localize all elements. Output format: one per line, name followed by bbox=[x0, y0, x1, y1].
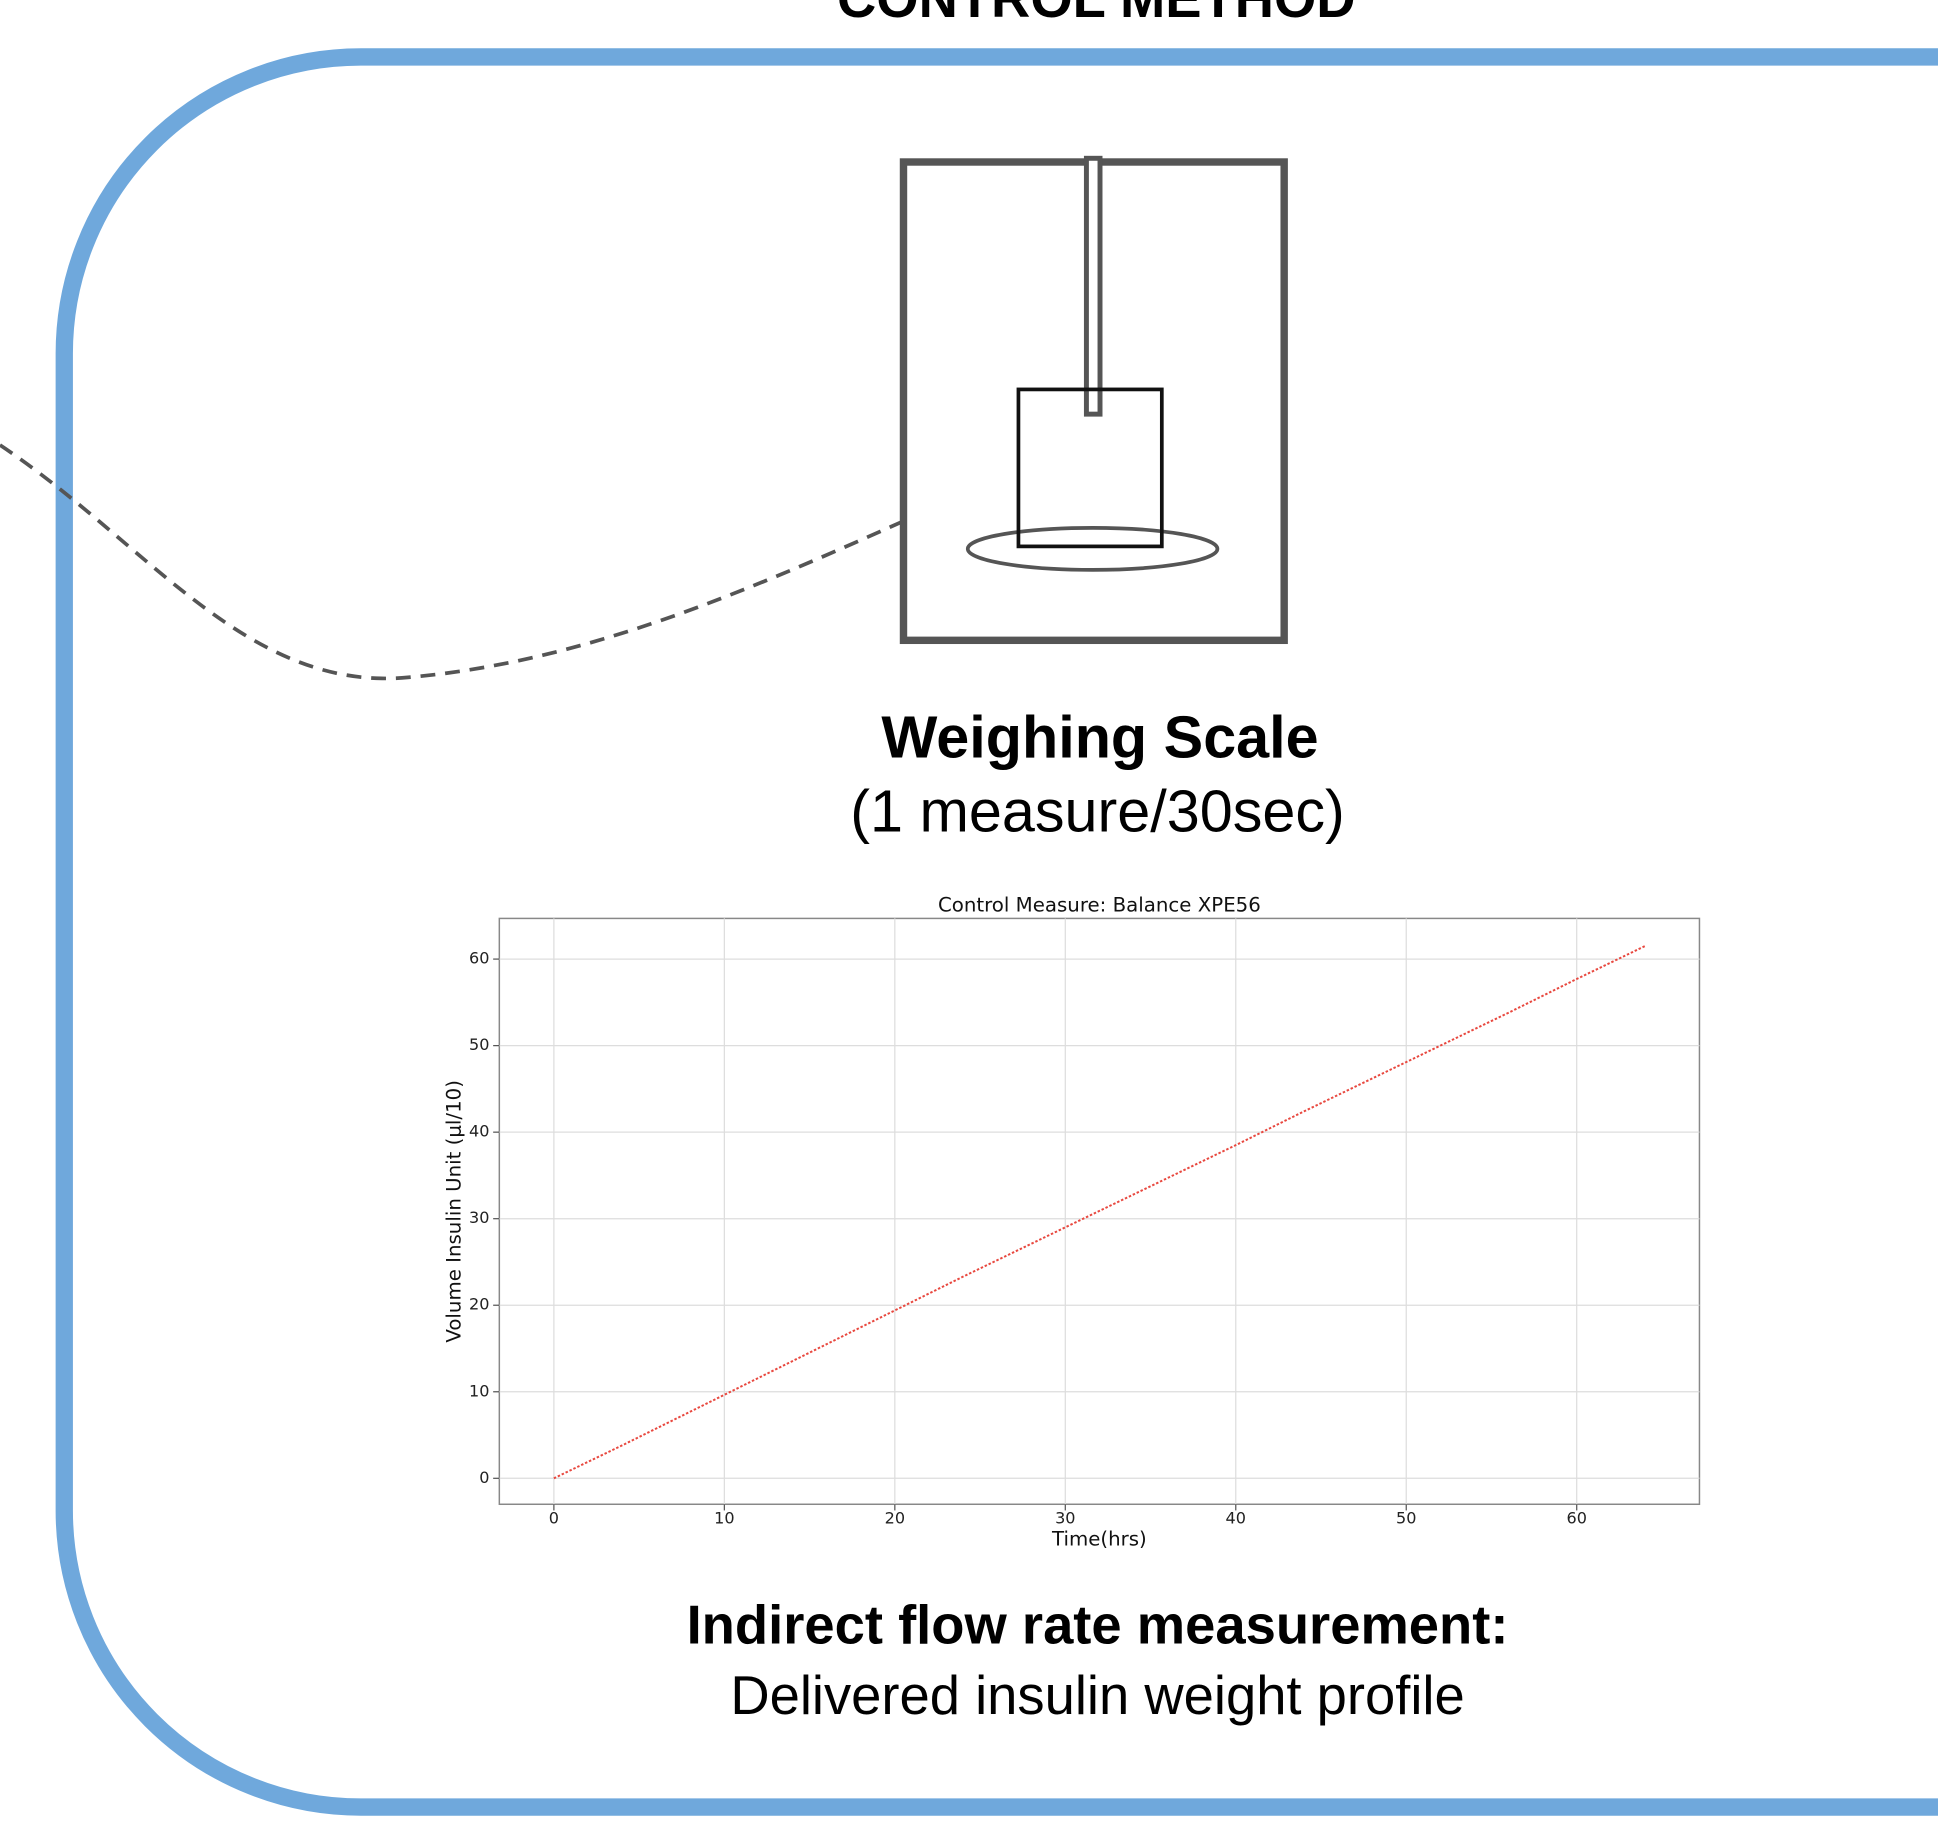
x-tick-label: 40 bbox=[1226, 1509, 1246, 1528]
plate bbox=[965, 525, 1220, 572]
container bbox=[1016, 387, 1164, 549]
chart: 0 10 20 30 40 50 60 0 10 20 30 40 50 60 Control Measur… bbox=[442, 894, 1701, 1551]
panel-border bbox=[55, 48, 1938, 1816]
y-tick-label: 20 bbox=[469, 1295, 489, 1314]
y-tick-label: 10 bbox=[469, 1381, 489, 1400]
header-title: CONTROL METHOD bbox=[837, 0, 1356, 29]
probe bbox=[1083, 155, 1103, 417]
x-tick-label: 20 bbox=[885, 1509, 905, 1528]
connector bbox=[0, 443, 904, 681]
caption-title: Indirect flow rate measurement: bbox=[687, 1594, 1509, 1655]
y-tick-label: 60 bbox=[469, 949, 489, 968]
y-tick-label: 50 bbox=[469, 1035, 489, 1054]
caption-subtitle: Delivered insulin weight profile bbox=[730, 1665, 1464, 1726]
x-tick-label: 50 bbox=[1396, 1509, 1416, 1528]
y-tick-label: 30 bbox=[469, 1208, 489, 1227]
x-tick-label: 0 bbox=[549, 1509, 559, 1528]
x-axis-label: Time(hrs) bbox=[1051, 1528, 1147, 1551]
data-line bbox=[553, 945, 1646, 1480]
x-tick-label: 30 bbox=[1055, 1509, 1075, 1528]
y-axis-label: Volume Insulin Unit (μl/10) bbox=[442, 1080, 465, 1343]
device-title: Weighing Scale bbox=[881, 703, 1318, 770]
y-tick-label: 0 bbox=[479, 1468, 489, 1487]
x-tick-label: 10 bbox=[714, 1509, 734, 1528]
device-subtitle: (1 measure/30sec) bbox=[850, 778, 1344, 845]
y-tick-label: 40 bbox=[469, 1122, 489, 1141]
x-tick-label: 60 bbox=[1567, 1509, 1587, 1528]
scale-icon bbox=[899, 155, 1288, 645]
chart-title: Control Measure: Balance XPE56 bbox=[938, 894, 1261, 917]
